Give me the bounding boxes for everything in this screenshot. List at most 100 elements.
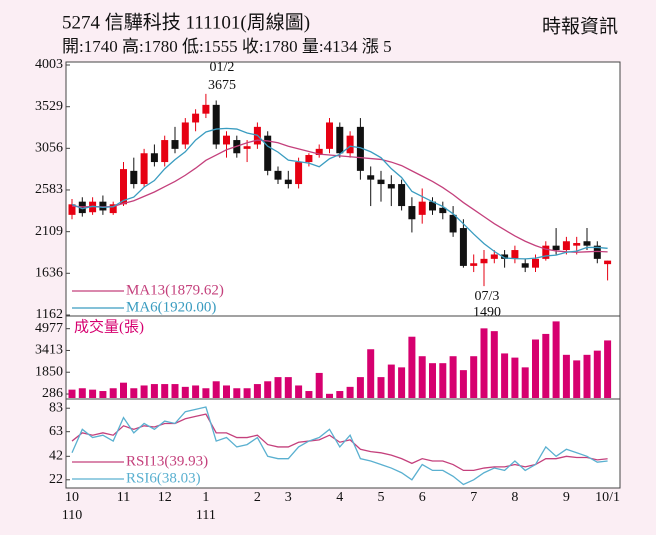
legend-label: RSI6(38.03) bbox=[126, 470, 201, 486]
volume-bar bbox=[274, 377, 282, 398]
volume-bar bbox=[459, 370, 467, 398]
candle-body bbox=[480, 258, 488, 264]
candle-body bbox=[387, 184, 395, 189]
x-tick-label: 4 bbox=[336, 490, 343, 505]
candle-body bbox=[243, 146, 251, 149]
candle-body bbox=[120, 169, 127, 205]
candle-body bbox=[171, 140, 179, 149]
volume-bar bbox=[130, 388, 138, 398]
line-series bbox=[71, 139, 608, 253]
y-tick-label: 3413 bbox=[35, 343, 63, 358]
candle-body bbox=[542, 245, 550, 259]
volume-bar bbox=[377, 377, 385, 398]
candle-body bbox=[532, 258, 539, 268]
volume-bar bbox=[511, 357, 519, 398]
volume-bar bbox=[490, 331, 498, 398]
candle-body bbox=[336, 126, 344, 154]
volume-bar bbox=[99, 391, 107, 398]
volume-bar bbox=[593, 350, 601, 398]
volume-bar bbox=[212, 381, 220, 398]
candle-body bbox=[161, 140, 169, 163]
candle-body bbox=[470, 263, 478, 266]
x-tick-label: 6 bbox=[419, 490, 426, 505]
volume-bar bbox=[408, 336, 416, 398]
volume-bar bbox=[161, 384, 169, 398]
line-series bbox=[71, 406, 608, 486]
legend-label: MA6(1920.00) bbox=[126, 299, 216, 315]
volume-bar bbox=[418, 356, 426, 398]
candle-body bbox=[68, 204, 76, 215]
candle-body bbox=[326, 122, 333, 149]
volume-bar bbox=[604, 340, 612, 398]
candle-body bbox=[377, 179, 385, 185]
volume-bar bbox=[192, 385, 200, 398]
candle-body bbox=[408, 206, 416, 220]
volume-bar bbox=[387, 364, 395, 398]
candle-body bbox=[202, 104, 210, 114]
candle-body bbox=[284, 179, 292, 185]
y-tick-label: 22 bbox=[49, 472, 63, 487]
y-tick-label: 1850 bbox=[35, 364, 63, 379]
y-tick-label: 2109 bbox=[35, 224, 63, 239]
y-tick-label: 1636 bbox=[35, 266, 63, 281]
x-tick-label: 10 bbox=[65, 490, 79, 505]
y-tick-label: 63 bbox=[49, 424, 63, 439]
candle-body bbox=[192, 113, 200, 123]
candle-body bbox=[459, 228, 467, 266]
x-year-label: 110 bbox=[62, 508, 82, 523]
volume-bar bbox=[542, 333, 550, 398]
volume-bar bbox=[336, 391, 344, 398]
candle-body bbox=[418, 201, 426, 215]
candle-body bbox=[212, 104, 220, 145]
x-tick-label: 9 bbox=[563, 490, 570, 505]
candle-body bbox=[181, 122, 189, 145]
x-tick-label: 2 bbox=[254, 490, 261, 505]
source: 時報資訊 bbox=[542, 15, 618, 37]
candle-body bbox=[295, 162, 303, 185]
volume-bar bbox=[295, 385, 303, 398]
quote: 開:1740 高:1780 低:1555 收:1780 量:4134 漲 5 bbox=[62, 37, 392, 56]
volume-bar bbox=[501, 353, 509, 398]
annotation: 1490 bbox=[473, 305, 501, 320]
candle-body bbox=[583, 241, 591, 246]
candle-body bbox=[130, 170, 138, 185]
candle-body bbox=[593, 245, 601, 259]
volume-title: 成交量(張) bbox=[74, 317, 144, 335]
candle-body bbox=[367, 175, 375, 180]
volume-bar bbox=[521, 367, 529, 398]
volume-bar bbox=[140, 385, 148, 398]
volume-bar bbox=[470, 356, 478, 398]
y-tick-label: 1162 bbox=[36, 307, 63, 322]
volume-bar bbox=[264, 381, 272, 398]
plot-frame bbox=[65, 61, 621, 489]
volume-bar bbox=[181, 386, 189, 398]
candle-body bbox=[501, 254, 509, 259]
x-tick-label: 1 bbox=[202, 490, 209, 505]
volume-bar bbox=[480, 328, 488, 398]
candle-body bbox=[274, 170, 282, 180]
volume-bar bbox=[223, 385, 230, 398]
candle-body bbox=[521, 263, 529, 268]
candle-body bbox=[315, 148, 323, 156]
volume-bar bbox=[552, 321, 560, 398]
volume-bar bbox=[562, 354, 570, 398]
candle-body bbox=[562, 241, 570, 251]
volume-bar bbox=[233, 388, 241, 398]
candle-body bbox=[439, 207, 447, 214]
x-tick-label: 11 bbox=[117, 490, 130, 505]
y-tick-label: 3056 bbox=[35, 141, 63, 156]
y-tick-label: 83 bbox=[49, 400, 63, 415]
y-tick-label: 2583 bbox=[35, 182, 63, 197]
volume-bar bbox=[398, 367, 406, 398]
volume-bar bbox=[109, 388, 117, 398]
candle-body bbox=[604, 260, 612, 265]
volume-bar bbox=[305, 391, 313, 398]
candle-body bbox=[398, 184, 406, 207]
x-tick-label: 10/1 bbox=[595, 490, 620, 505]
y-tick-label: 42 bbox=[49, 449, 63, 464]
volume-bar bbox=[150, 384, 158, 398]
annotation: 3675 bbox=[208, 78, 236, 93]
y-tick-label: 4977 bbox=[35, 321, 63, 336]
x-tick-label: 8 bbox=[511, 490, 518, 505]
title: 5274 信驊科技 111101(周線圖) bbox=[62, 11, 310, 33]
